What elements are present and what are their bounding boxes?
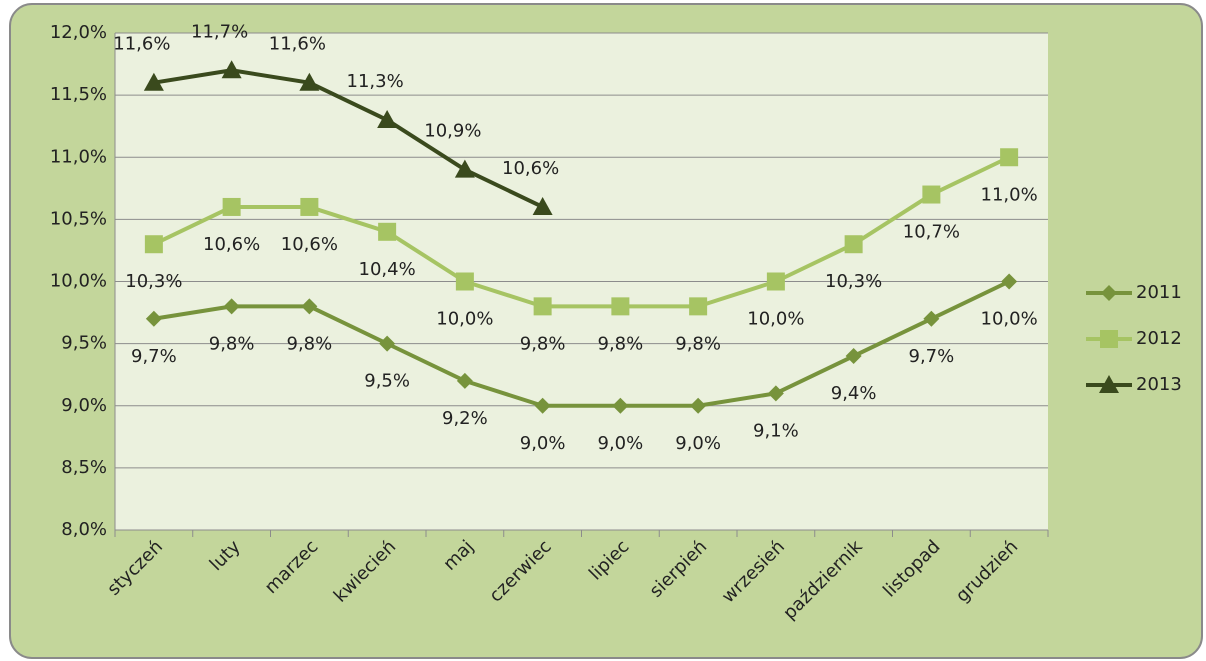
- marker: [611, 297, 630, 316]
- data-label: 11,3%: [347, 71, 404, 92]
- marker: [689, 297, 708, 316]
- marker: [612, 397, 629, 414]
- y-tick-label: 9,5%: [61, 333, 107, 354]
- data-label: 9,4%: [831, 383, 877, 404]
- data-label: 10,7%: [903, 222, 960, 243]
- data-label: 10,4%: [359, 259, 416, 280]
- data-label: 9,8%: [209, 333, 255, 354]
- y-tick-label: 9,0%: [61, 395, 107, 416]
- marker: [767, 385, 784, 402]
- y-tick-label: 10,5%: [50, 208, 107, 229]
- data-label: 10,0%: [436, 309, 493, 330]
- y-tick-label: 11,0%: [50, 146, 107, 167]
- marker: [299, 72, 320, 91]
- marker: [455, 272, 474, 291]
- y-tick-label: 8,5%: [61, 457, 107, 478]
- data-label: 9,8%: [287, 333, 333, 354]
- data-label: 9,5%: [364, 371, 410, 392]
- marker: [454, 159, 475, 178]
- data-label: 9,0%: [598, 433, 644, 454]
- marker: [532, 196, 553, 215]
- data-label: 9,8%: [520, 333, 566, 354]
- marker: [144, 235, 163, 254]
- data-label: 10,6%: [203, 234, 260, 255]
- marker: [1001, 273, 1018, 290]
- data-label: 9,1%: [753, 420, 799, 441]
- marker: [1099, 375, 1119, 393]
- data-label: 11,0%: [981, 184, 1038, 205]
- y-tick-label: 10,0%: [50, 271, 107, 292]
- marker: [145, 310, 162, 327]
- marker: [533, 297, 552, 316]
- marker: [378, 222, 397, 241]
- marker: [844, 235, 863, 254]
- marker: [534, 397, 551, 414]
- data-label: 9,7%: [909, 346, 955, 367]
- data-label: 10,3%: [125, 271, 182, 292]
- legend-label: 2012: [1136, 328, 1182, 349]
- data-label: 10,9%: [424, 121, 481, 142]
- data-label: 11,7%: [191, 21, 248, 42]
- data-label: 9,0%: [675, 433, 721, 454]
- data-label: 10,3%: [825, 271, 882, 292]
- data-label: 9,2%: [442, 408, 488, 429]
- marker: [1101, 285, 1117, 301]
- legend-label: 2011: [1136, 282, 1182, 303]
- marker: [379, 335, 396, 352]
- data-label: 11,6%: [113, 34, 170, 55]
- marker: [845, 348, 862, 365]
- marker: [221, 60, 242, 79]
- marker: [143, 72, 164, 91]
- marker: [1100, 330, 1118, 348]
- series-line: [153, 155, 1010, 309]
- marker: [300, 197, 319, 216]
- marker: [1000, 148, 1019, 167]
- data-label: 10,6%: [281, 234, 338, 255]
- marker: [223, 298, 240, 315]
- data-label: 10,0%: [747, 309, 804, 330]
- marker: [377, 109, 398, 128]
- data-label: 10,0%: [981, 309, 1038, 330]
- marker: [690, 397, 707, 414]
- y-tick-label: 8,0%: [61, 519, 107, 540]
- marker: [923, 310, 940, 327]
- series-line: [153, 279, 1010, 408]
- data-label: 9,0%: [520, 433, 566, 454]
- marker: [456, 372, 473, 389]
- series-line: [153, 68, 544, 209]
- marker: [222, 197, 241, 216]
- data-label: 9,8%: [598, 333, 644, 354]
- marker: [922, 185, 941, 204]
- y-tick-label: 12,0%: [50, 22, 107, 43]
- y-tick-label: 11,5%: [50, 84, 107, 105]
- data-label: 11,6%: [269, 34, 326, 55]
- marker: [766, 272, 785, 291]
- marker: [301, 298, 318, 315]
- data-label: 9,7%: [131, 346, 177, 367]
- data-label: 10,6%: [502, 158, 559, 179]
- legend-label: 2013: [1136, 374, 1182, 395]
- data-label: 9,8%: [675, 333, 721, 354]
